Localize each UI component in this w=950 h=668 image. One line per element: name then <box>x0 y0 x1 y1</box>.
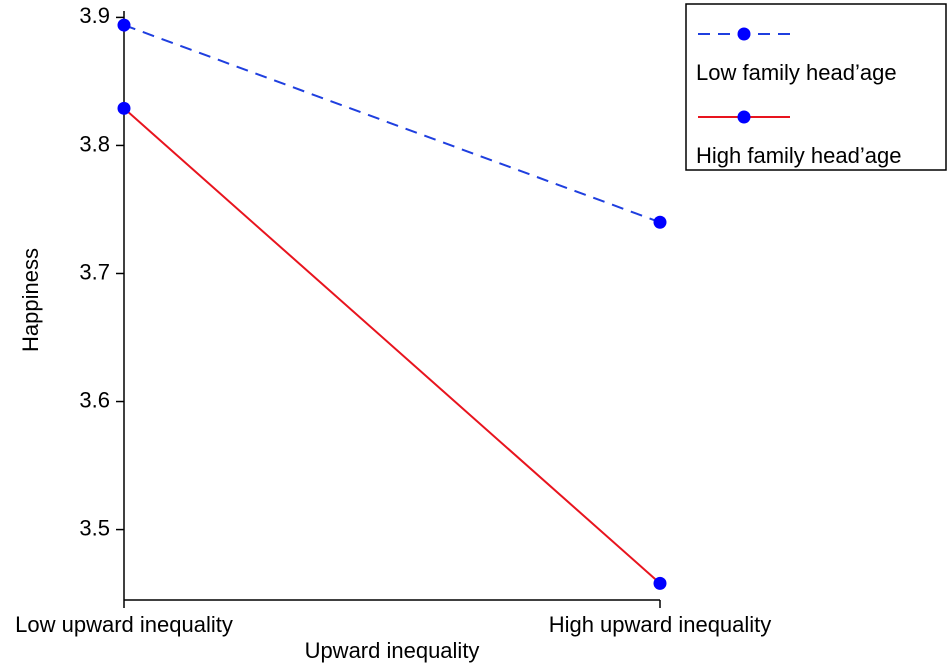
y-tick-label: 3.5 <box>79 515 110 540</box>
y-axis-title: Happiness <box>18 248 43 352</box>
series-marker <box>653 215 667 229</box>
series-marker <box>653 576 667 590</box>
series-line <box>123 24 661 224</box>
y-tick-label: 3.9 <box>79 3 110 28</box>
y-tick-label: 3.7 <box>79 259 110 284</box>
legend-marker <box>737 110 751 124</box>
legend-marker <box>737 27 751 41</box>
legend-label: Low family head’age <box>696 60 897 85</box>
series-marker <box>117 18 131 32</box>
x-tick-label: High upward inequality <box>549 612 772 637</box>
series-line <box>123 107 661 585</box>
series-marker <box>117 101 131 115</box>
y-tick-label: 3.8 <box>79 131 110 156</box>
x-tick-label: Low upward inequality <box>15 612 233 637</box>
legend-box <box>685 3 947 171</box>
x-axis-title: Upward inequality <box>305 638 480 663</box>
legend-label: High family head’age <box>696 143 901 168</box>
y-tick-label: 3.6 <box>79 387 110 412</box>
